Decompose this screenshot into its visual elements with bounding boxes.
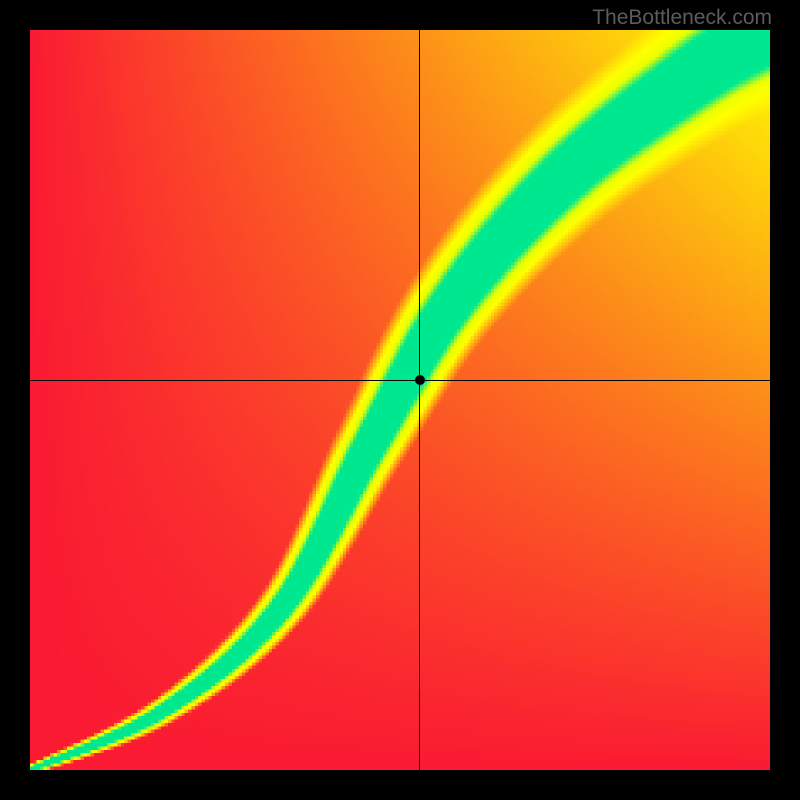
heatmap-canvas <box>30 30 770 770</box>
crosshair-horizontal <box>30 380 770 381</box>
watermark-text: TheBottleneck.com <box>592 6 772 30</box>
crosshair-vertical <box>419 30 420 770</box>
chart-container: TheBottleneck.com <box>0 0 800 800</box>
crosshair-marker <box>415 375 425 385</box>
plot-area <box>30 30 770 770</box>
